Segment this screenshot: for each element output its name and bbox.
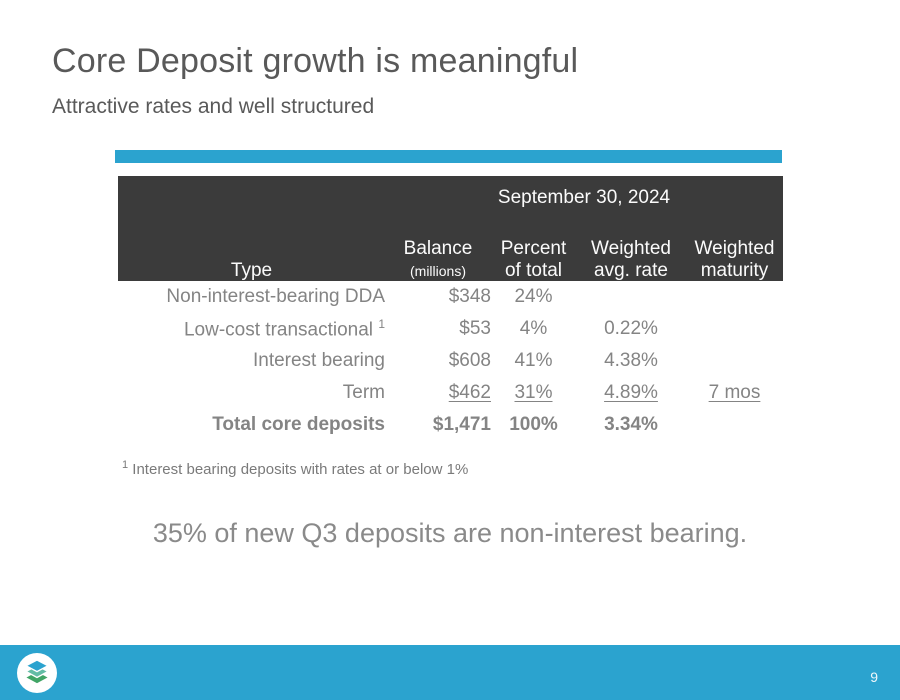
table-header: September 30, 2024 Type Balance (million… xyxy=(118,176,783,281)
date-header: September 30, 2024 xyxy=(385,176,783,220)
footnote-marker: 1 xyxy=(378,316,385,331)
column-header-rate: Weighted avg. rate xyxy=(576,220,686,281)
column-header-maturity: Weighted maturity xyxy=(686,220,783,281)
column-header-balance: Balance (millions) xyxy=(385,220,491,281)
row-rate: 3.34% xyxy=(604,414,658,435)
footnote: 1 Interest bearing deposits with rates a… xyxy=(122,459,468,478)
column-header-balance-sub: (millions) xyxy=(410,262,466,279)
row-balance: $1,471 xyxy=(432,414,491,435)
row-balance: $53 xyxy=(459,318,491,339)
row-type: Term xyxy=(342,382,385,403)
table-row: Term $462 31% 4.89% 7 mos xyxy=(118,377,783,409)
table-body: Non-interest-bearing DDA $348 24% Low-co… xyxy=(118,281,783,441)
key-message: 35% of new Q3 deposits are non-interest … xyxy=(152,518,748,548)
column-header-percent-sub: of total xyxy=(504,259,563,281)
column-header-maturity-sub: maturity xyxy=(700,259,769,281)
row-maturity xyxy=(686,281,783,313)
footnote-text: Interest bearing deposits with rates at … xyxy=(132,461,469,478)
row-type: Interest bearing xyxy=(252,350,385,371)
column-header-percent-label: Percent xyxy=(500,238,567,260)
row-percent: 4% xyxy=(519,318,548,339)
page-subtitle: Attractive rates and well structured xyxy=(52,95,375,118)
row-type: Total core deposits xyxy=(212,414,385,435)
core-deposits-table: September 30, 2024 Type Balance (million… xyxy=(118,176,783,441)
column-header-rate-sub: avg. rate xyxy=(594,259,668,281)
column-header-balance-label: Balance xyxy=(403,238,473,260)
row-maturity xyxy=(686,409,783,441)
row-rate xyxy=(576,281,686,313)
page-number: 9 xyxy=(870,669,878,685)
row-rate: 4.38% xyxy=(604,350,658,371)
row-maturity: 7 mos xyxy=(708,382,761,403)
column-header-percent: Percent of total xyxy=(491,220,576,281)
column-header-type: Type xyxy=(118,220,385,281)
column-header-rate-label: Weighted xyxy=(591,238,671,260)
header-spacer xyxy=(118,176,385,220)
row-balance: $608 xyxy=(448,350,491,371)
row-rate: 4.89% xyxy=(604,382,658,403)
column-header-maturity-label: Weighted xyxy=(694,238,775,260)
footer-bar: 9 xyxy=(0,645,900,700)
row-percent: 41% xyxy=(514,350,553,371)
footnote-marker: 1 xyxy=(122,459,129,471)
table-row: Interest bearing $608 41% 4.38% xyxy=(118,345,783,377)
table-row: Non-interest-bearing DDA $348 24% xyxy=(118,281,783,313)
layers-logo-icon xyxy=(17,653,57,693)
row-percent: 24% xyxy=(514,286,553,307)
row-rate: 0.22% xyxy=(604,318,658,339)
row-maturity xyxy=(686,313,783,345)
row-percent: 100% xyxy=(509,414,558,435)
column-header-type-label: Type xyxy=(230,259,273,281)
table-row: Low-cost transactional 1 $53 4% 0.22% xyxy=(118,313,783,345)
row-type-label: Low-cost transactional xyxy=(183,319,374,341)
table-total-row: Total core deposits $1,471 100% 3.34% xyxy=(118,409,783,441)
row-balance: $462 xyxy=(448,382,491,403)
column-header-row: Type Balance (millions) Percent of total… xyxy=(118,220,783,281)
accent-bar xyxy=(115,150,782,163)
date-header-row: September 30, 2024 xyxy=(118,176,783,220)
row-balance: $348 xyxy=(448,286,491,307)
row-percent: 31% xyxy=(514,382,553,403)
row-maturity xyxy=(686,345,783,377)
page-title: Core Deposit growth is meaningful xyxy=(52,42,579,80)
row-type: Non-interest-bearing DDA xyxy=(166,286,385,307)
row-type: Low-cost transactional 1 xyxy=(118,313,385,345)
